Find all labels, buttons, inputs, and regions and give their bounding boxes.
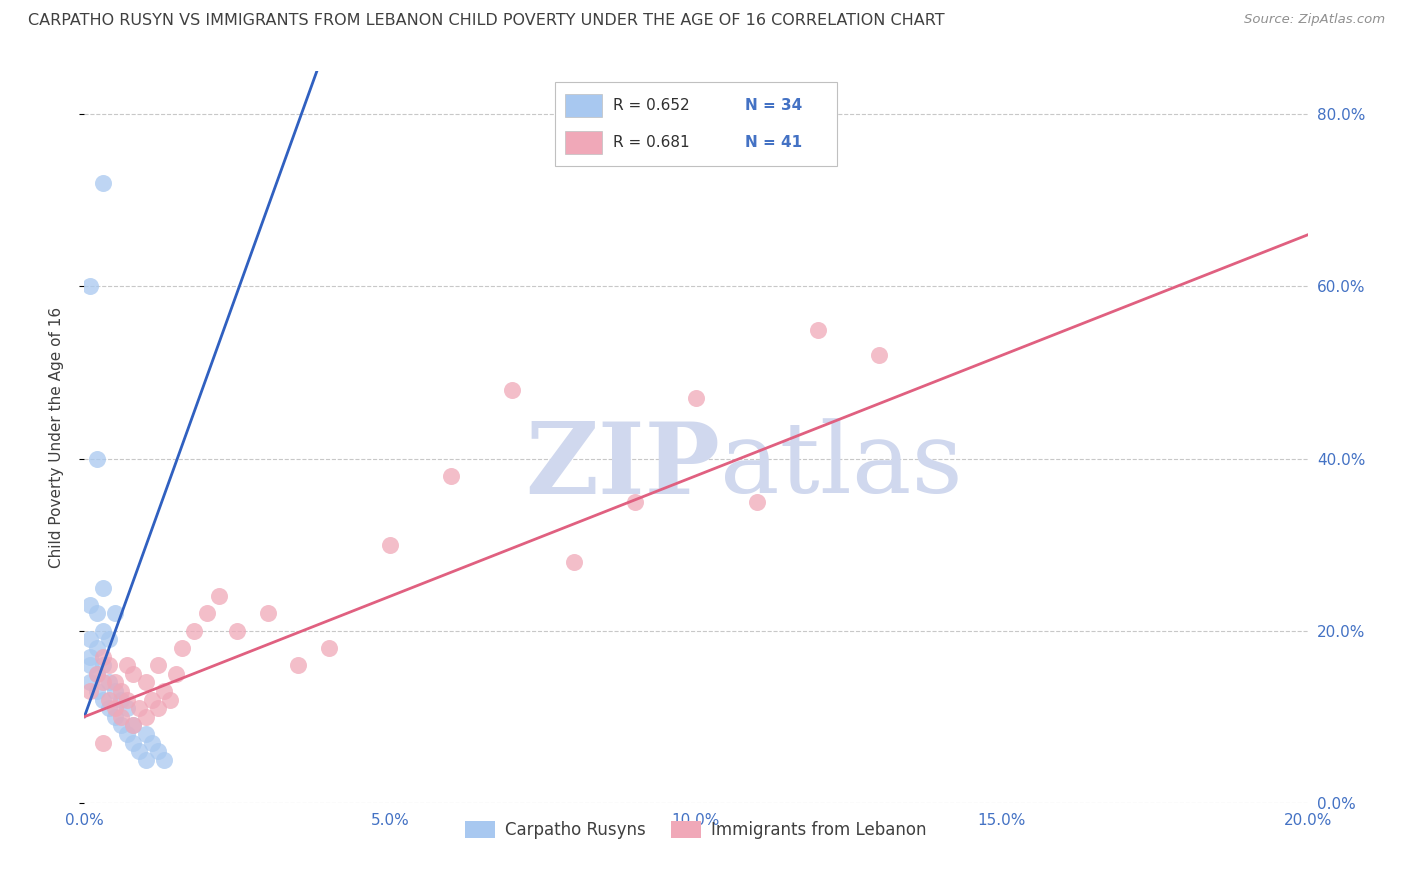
- Point: [257, 607, 280, 621]
- Point: [91, 176, 114, 190]
- Point: [141, 735, 163, 749]
- Text: R = 0.652: R = 0.652: [613, 98, 689, 113]
- Point: [502, 383, 524, 397]
- Point: [869, 348, 891, 362]
- Point: [79, 658, 101, 673]
- Point: [97, 692, 120, 706]
- Point: [440, 468, 463, 483]
- Point: [79, 649, 101, 664]
- FancyBboxPatch shape: [565, 130, 602, 154]
- Point: [287, 658, 309, 673]
- Point: [135, 753, 157, 767]
- Text: N = 34: N = 34: [745, 98, 803, 113]
- Point: [110, 692, 132, 706]
- Point: [97, 632, 120, 647]
- Point: [79, 279, 101, 293]
- Point: [86, 684, 108, 698]
- Point: [624, 494, 647, 508]
- Point: [79, 684, 101, 698]
- Point: [86, 666, 108, 681]
- Point: [104, 684, 127, 698]
- Point: [159, 692, 181, 706]
- Point: [79, 632, 101, 647]
- Point: [807, 322, 830, 336]
- Y-axis label: Child Poverty Under the Age of 16: Child Poverty Under the Age of 16: [49, 307, 63, 567]
- Point: [104, 607, 127, 621]
- Point: [685, 392, 707, 406]
- Point: [141, 692, 163, 706]
- Point: [146, 744, 169, 758]
- Point: [91, 624, 114, 638]
- Point: [91, 735, 114, 749]
- FancyBboxPatch shape: [555, 82, 837, 167]
- Point: [380, 538, 402, 552]
- Text: ZIP: ZIP: [526, 417, 720, 515]
- Point: [747, 494, 769, 508]
- Point: [183, 624, 205, 638]
- Point: [91, 675, 114, 690]
- Point: [153, 753, 176, 767]
- Point: [79, 675, 101, 690]
- Point: [153, 684, 176, 698]
- Text: R = 0.681: R = 0.681: [613, 135, 689, 150]
- Point: [86, 666, 108, 681]
- Point: [91, 658, 114, 673]
- Point: [128, 744, 150, 758]
- Point: [79, 598, 101, 612]
- Point: [128, 701, 150, 715]
- Point: [97, 675, 120, 690]
- Point: [146, 701, 169, 715]
- Point: [135, 675, 157, 690]
- Point: [86, 451, 108, 466]
- Text: atlas: atlas: [720, 418, 963, 514]
- Point: [562, 555, 585, 569]
- Point: [318, 640, 340, 655]
- Text: Source: ZipAtlas.com: Source: ZipAtlas.com: [1244, 13, 1385, 27]
- Point: [110, 710, 132, 724]
- Point: [115, 727, 138, 741]
- Point: [86, 640, 108, 655]
- Point: [104, 710, 127, 724]
- Point: [135, 710, 157, 724]
- Text: N = 41: N = 41: [745, 135, 801, 150]
- Point: [91, 581, 114, 595]
- Point: [104, 701, 127, 715]
- Point: [122, 666, 145, 681]
- Point: [122, 735, 145, 749]
- Point: [97, 658, 120, 673]
- Legend: Carpatho Rusyns, Immigrants from Lebanon: Carpatho Rusyns, Immigrants from Lebanon: [458, 814, 934, 846]
- Point: [172, 640, 194, 655]
- Point: [91, 649, 114, 664]
- Point: [195, 607, 218, 621]
- Point: [104, 675, 127, 690]
- Point: [208, 589, 231, 603]
- FancyBboxPatch shape: [565, 94, 602, 118]
- Point: [115, 658, 138, 673]
- Point: [110, 684, 132, 698]
- Point: [91, 692, 114, 706]
- Point: [86, 607, 108, 621]
- Point: [115, 692, 138, 706]
- Point: [165, 666, 187, 681]
- Point: [122, 718, 145, 732]
- Point: [97, 701, 120, 715]
- Point: [135, 727, 157, 741]
- Point: [226, 624, 249, 638]
- Point: [146, 658, 169, 673]
- Point: [115, 701, 138, 715]
- Point: [110, 718, 132, 732]
- Text: CARPATHO RUSYN VS IMMIGRANTS FROM LEBANON CHILD POVERTY UNDER THE AGE OF 16 CORR: CARPATHO RUSYN VS IMMIGRANTS FROM LEBANO…: [28, 13, 945, 29]
- Point: [122, 718, 145, 732]
